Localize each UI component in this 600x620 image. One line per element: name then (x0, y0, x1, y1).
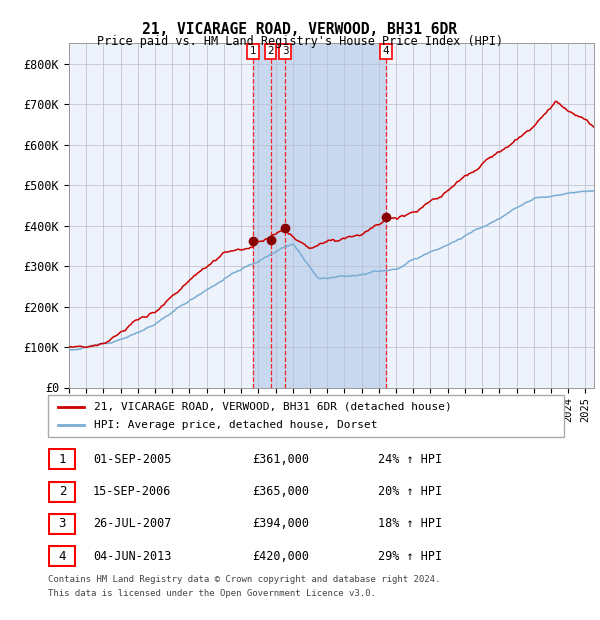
Text: £420,000: £420,000 (252, 550, 309, 562)
Text: 01-SEP-2005: 01-SEP-2005 (93, 453, 172, 466)
FancyBboxPatch shape (49, 514, 76, 534)
Text: 21, VICARAGE ROAD, VERWOOD, BH31 6DR (detached house): 21, VICARAGE ROAD, VERWOOD, BH31 6DR (de… (94, 402, 452, 412)
Text: Price paid vs. HM Land Registry's House Price Index (HPI): Price paid vs. HM Land Registry's House … (97, 35, 503, 48)
Text: 18% ↑ HPI: 18% ↑ HPI (378, 518, 442, 530)
FancyBboxPatch shape (49, 450, 76, 469)
Text: 4: 4 (383, 46, 389, 56)
Text: 15-SEP-2006: 15-SEP-2006 (93, 485, 172, 498)
Text: 4: 4 (59, 550, 66, 562)
Text: 3: 3 (59, 518, 66, 530)
Text: 24% ↑ HPI: 24% ↑ HPI (378, 453, 442, 466)
Text: £394,000: £394,000 (252, 518, 309, 530)
Text: 26-JUL-2007: 26-JUL-2007 (93, 518, 172, 530)
Text: This data is licensed under the Open Government Licence v3.0.: This data is licensed under the Open Gov… (48, 589, 376, 598)
Text: 29% ↑ HPI: 29% ↑ HPI (378, 550, 442, 562)
Text: HPI: Average price, detached house, Dorset: HPI: Average price, detached house, Dors… (94, 420, 378, 430)
FancyBboxPatch shape (48, 395, 564, 437)
Text: 3: 3 (282, 46, 289, 56)
Text: Contains HM Land Registry data © Crown copyright and database right 2024.: Contains HM Land Registry data © Crown c… (48, 575, 440, 585)
Bar (253, 43, 386, 388)
Text: 1: 1 (250, 46, 256, 56)
FancyBboxPatch shape (49, 482, 76, 502)
Text: £361,000: £361,000 (252, 453, 309, 466)
FancyBboxPatch shape (49, 546, 76, 566)
Text: 2: 2 (267, 46, 274, 56)
Text: 1: 1 (59, 453, 66, 466)
Text: 21, VICARAGE ROAD, VERWOOD, BH31 6DR: 21, VICARAGE ROAD, VERWOOD, BH31 6DR (143, 22, 458, 37)
Text: 04-JUN-2013: 04-JUN-2013 (93, 550, 172, 562)
Text: £365,000: £365,000 (252, 485, 309, 498)
Text: 20% ↑ HPI: 20% ↑ HPI (378, 485, 442, 498)
Text: 2: 2 (59, 485, 66, 498)
